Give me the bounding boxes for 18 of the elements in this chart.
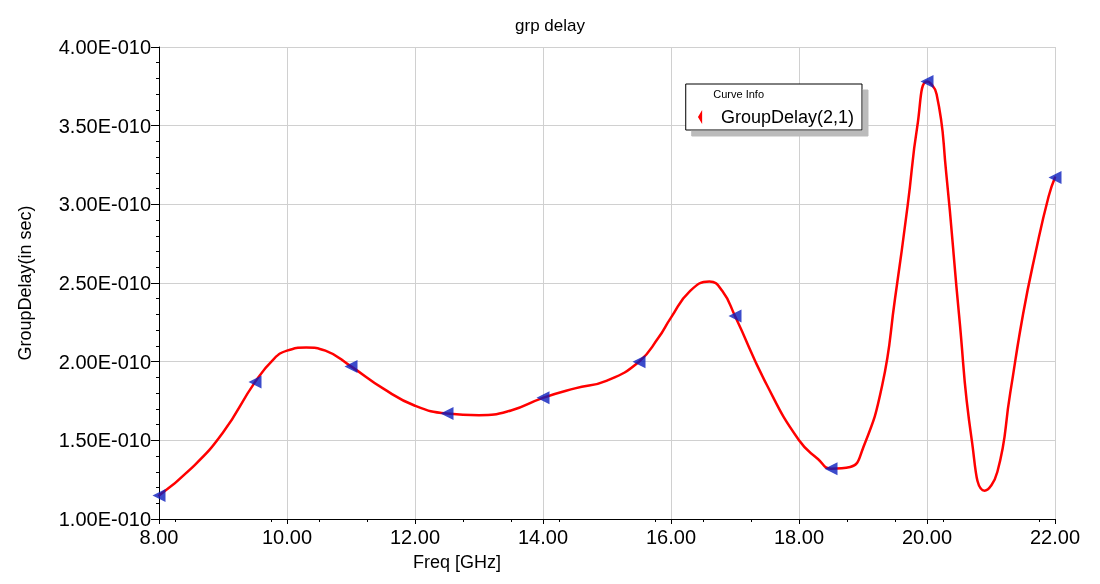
- legend-label: GroupDelay(2,1): [720, 107, 854, 127]
- x-tick-label: 16.00: [645, 526, 697, 548]
- x-tick-label: 12.00: [389, 526, 441, 548]
- x-tick-label: 18.00: [773, 526, 825, 548]
- y-tick-label: 3.00E-010: [58, 193, 151, 216]
- x-tick-label: 14.00: [517, 526, 569, 548]
- x-tick-label: 10.00: [261, 526, 313, 548]
- y-tick-label: 3.50E-010: [58, 114, 151, 137]
- y-tick-label: 1.50E-010: [58, 429, 151, 452]
- y-tick-label: 2.50E-010: [58, 272, 151, 294]
- y-tick-label: 4.00E-010: [58, 36, 151, 58]
- x-tick-label: 20.00: [901, 526, 953, 548]
- x-tick-label: 22.00: [1029, 526, 1081, 548]
- x-axis-title: Freq [GHz]: [412, 552, 502, 572]
- y-tick-label: 2.00E-010: [58, 350, 151, 373]
- y-axis-title: GroupDelay(in sec): [15, 205, 35, 361]
- chart-title: grp delay: [515, 16, 586, 35]
- legend-title: Curve Info: [713, 87, 764, 100]
